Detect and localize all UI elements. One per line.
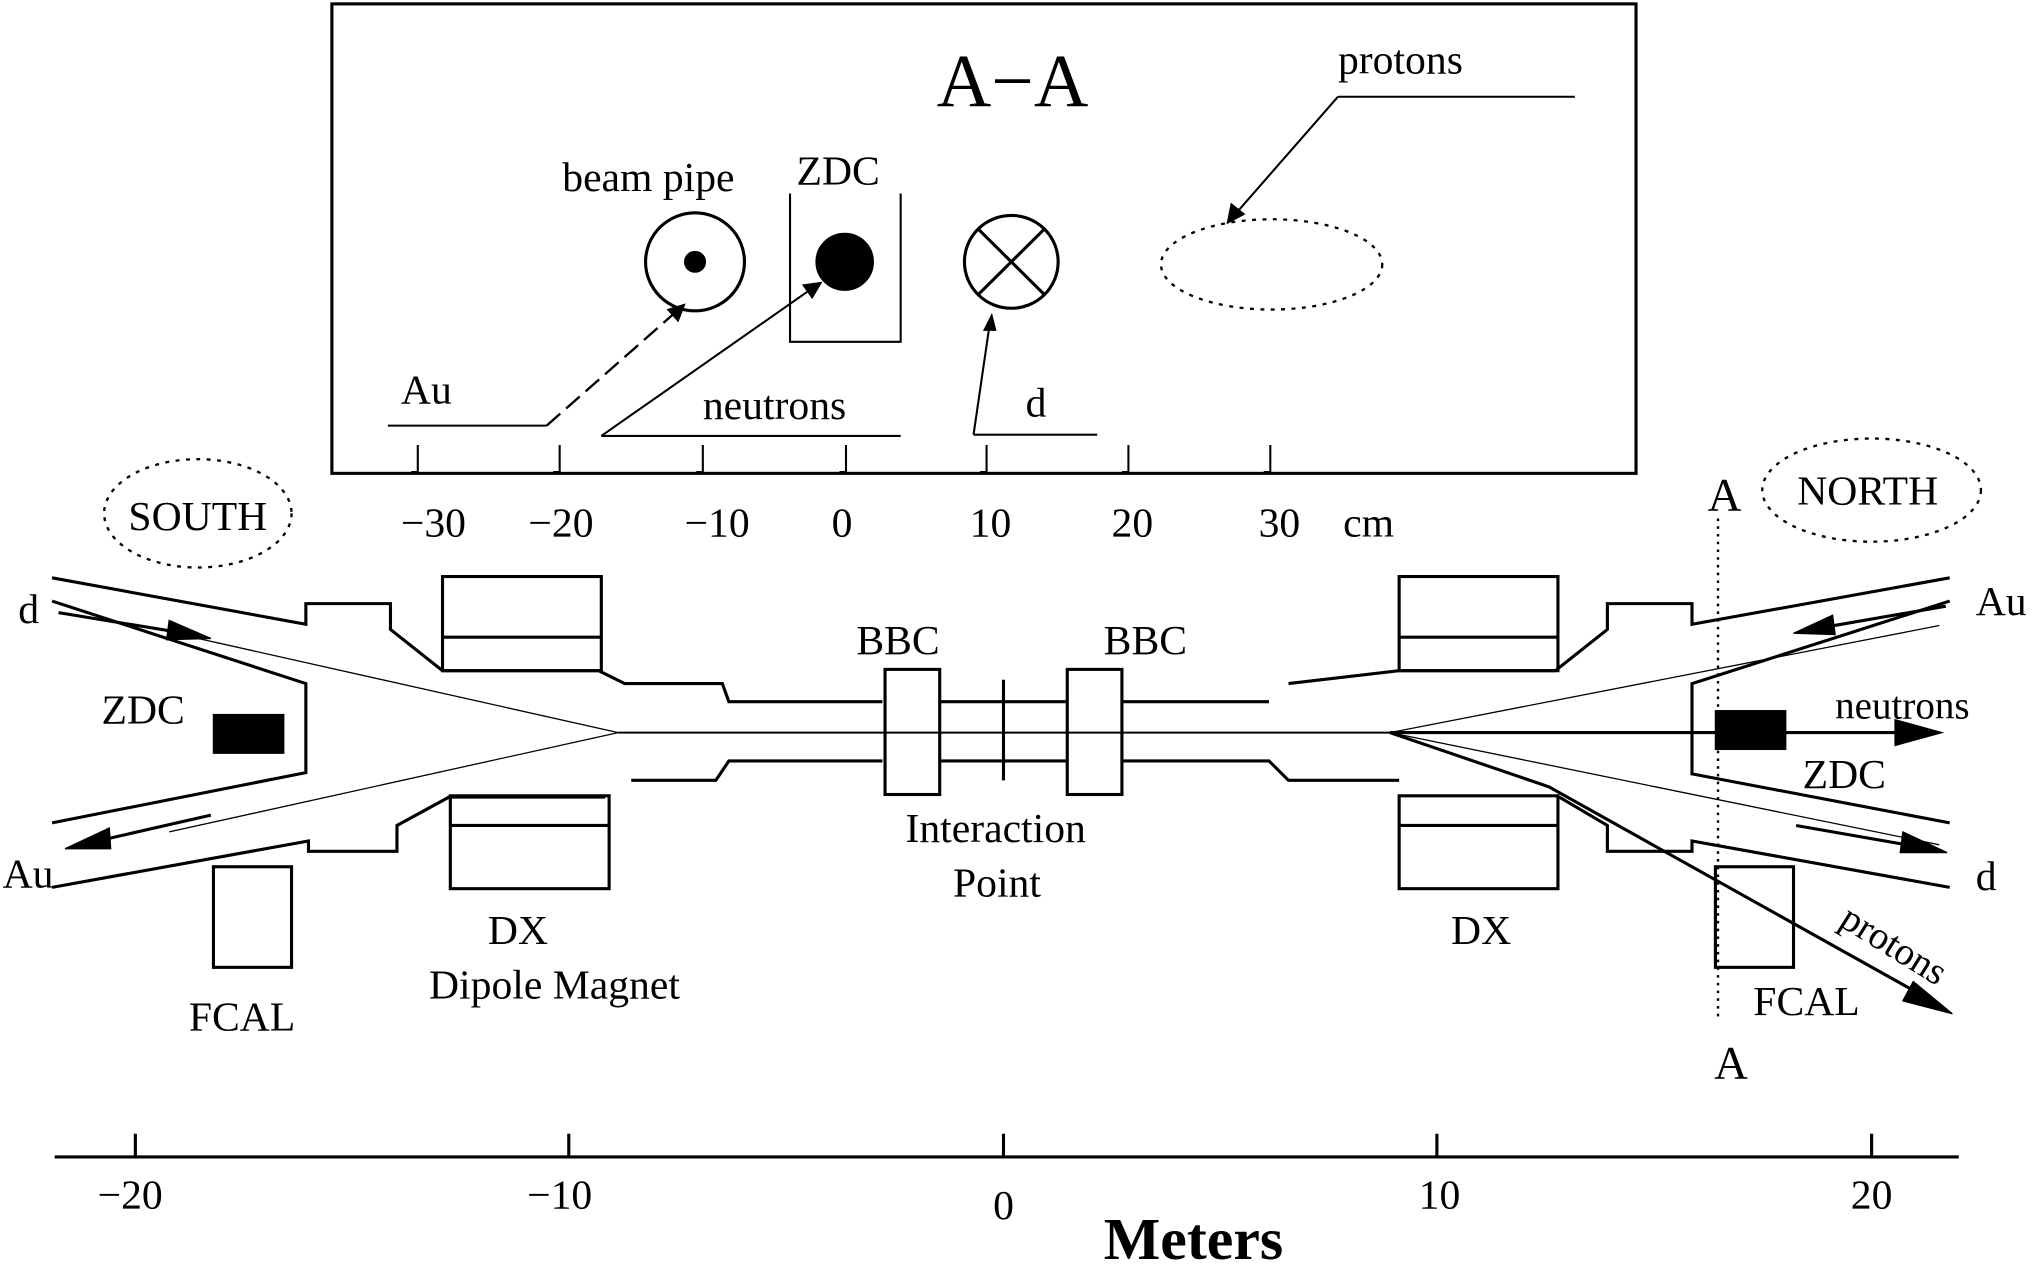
meters-tick-label: 20: [1851, 1172, 1893, 1218]
protons-spot: [1159, 218, 1384, 311]
north-pipe-bottom-left: [1121, 759, 1400, 782]
north-protons-arrow-line: [1389, 731, 1938, 1005]
north-region-ellipse: [1761, 437, 1983, 543]
inset-au-label: Au: [401, 367, 452, 413]
north-au-arrow-head: [1793, 614, 1836, 636]
neutrons-arrow-head: [801, 281, 823, 300]
south-dx-label: DX: [488, 907, 548, 953]
inset-tick-label: −10: [685, 500, 750, 546]
neutrons-arrow-line: [600, 289, 811, 437]
d-arrow-line: [972, 327, 991, 435]
north-upper-inner-wall: [1690, 599, 1951, 825]
inset-tick-label: 30: [1259, 500, 1301, 546]
neutron-spot: [815, 232, 874, 291]
south-dx-lower-box: [448, 794, 611, 891]
beam-pipe-label: beam pipe: [562, 154, 734, 200]
inset-tick-mark: [411, 444, 419, 474]
north-upper-outer-wall: [1288, 576, 1950, 686]
inset-neutrons-label: neutrons: [703, 382, 846, 428]
meters-axis: −20 −10 0 10 20 Meters: [54, 1133, 1959, 1264]
dipole-magnet-label: Dipole Magnet: [429, 961, 680, 1007]
north-fcal-box: [1713, 865, 1796, 969]
south-au-beam-label: Au: [3, 851, 54, 897]
north-dx-lower-box: [1397, 794, 1560, 891]
north-d-arrow-head: [1899, 830, 1948, 854]
south-zdc-label: ZDC: [102, 687, 185, 733]
south-d-trajectory: [169, 631, 619, 734]
north-dx-upper-box: [1397, 574, 1560, 673]
north-neutrons-label: neutrons: [1835, 685, 1969, 728]
inset-title: A−A: [937, 40, 1089, 123]
inset-frame: [330, 2, 1638, 475]
inset-tick-mark: [980, 444, 988, 474]
interaction-label-line2: Point: [953, 860, 1041, 906]
inset-tick-mark: [696, 444, 704, 474]
beam-pipe-dot: [683, 250, 707, 273]
north-zdc-label: ZDC: [1803, 751, 1886, 797]
south-lower-inner-wall: [631, 759, 883, 782]
inset-tick-mark: [1121, 444, 1130, 474]
inset-tick-mark: [839, 444, 848, 474]
north-fcal-label: FCAL: [1753, 978, 1859, 1024]
cross-section-inset: A−A protons beam pipe ZDC Au neutrons d: [330, 2, 1638, 546]
inset-cm-scale: −30 −20 −10 0 10 20 30 cm: [401, 444, 1394, 546]
south-region-label: SOUTH: [128, 493, 267, 539]
north-lower-outer-wall: [1558, 795, 1950, 889]
beam-pipe-circle: [644, 211, 747, 313]
inset-protons-label: protons: [1338, 37, 1463, 83]
au-arrow-head: [666, 303, 686, 323]
north-zdc-block: [1714, 710, 1787, 751]
deuteron-crossed-circle: [962, 213, 1060, 310]
north-neutrons-arrow-head: [1894, 718, 1945, 747]
south-fcal-box: [211, 865, 294, 969]
interaction-label-line1: Interaction: [905, 805, 1086, 851]
meters-axis-title: Meters: [1104, 1206, 1283, 1264]
south-zdc-block: [212, 713, 285, 754]
meters-tick-label: −20: [98, 1172, 163, 1218]
bbc-south-label: BBC: [856, 617, 939, 663]
inset-zdc-box: [788, 193, 902, 343]
north-protons-arrow-head: [1901, 980, 1953, 1015]
north-au-beam-label: Au: [1976, 578, 2027, 624]
section-marker-bottom: A: [1714, 1037, 1748, 1089]
bbc-north-label: BBC: [1104, 617, 1187, 663]
inset-zdc-label: ZDC: [797, 148, 880, 194]
south-lower-outer-wall: [51, 795, 606, 889]
cross-line-2: [977, 228, 1045, 296]
south-au-trajectory: [169, 731, 619, 833]
inset-tick-mark: [553, 444, 561, 474]
north-au-trajectory: [1389, 624, 1940, 734]
interaction-region: [882, 667, 1126, 797]
meters-tick-label: −10: [527, 1172, 592, 1218]
meters-tick-label: 10: [1419, 1172, 1461, 1218]
south-upper-inner-wall: [51, 599, 308, 825]
north-d-trajectory: [1389, 731, 1940, 846]
inset-unit-label: cm: [1343, 500, 1394, 546]
south-fcal-label: FCAL: [189, 994, 295, 1040]
south-au-arrow-head: [64, 827, 112, 850]
inset-tick-mark: [1263, 444, 1272, 474]
inset-tick-label: 0: [832, 500, 853, 546]
d-arrow-head: [982, 312, 997, 331]
north-d-beam-label: d: [1976, 853, 1997, 899]
inset-d-label: d: [1026, 380, 1047, 426]
south-dx-upper-box: [440, 574, 603, 673]
inset-tick-label: −30: [401, 500, 466, 546]
north-region-label: NORTH: [1797, 467, 1938, 513]
inset-tick-label: 20: [1112, 500, 1154, 546]
protons-arrow-line: [1235, 96, 1339, 214]
protons-arrow-head: [1226, 202, 1246, 225]
section-marker-top: A: [1708, 470, 1742, 522]
north-dx-label: DX: [1451, 907, 1511, 953]
inset-tick-label: 10: [970, 500, 1012, 546]
south-d-beam-label: d: [18, 586, 39, 632]
meters-tick-label: 0: [993, 1182, 1014, 1228]
inset-tick-label: −20: [528, 500, 593, 546]
north-beamline: [1121, 574, 1953, 1015]
south-d-arrow-head: [165, 619, 212, 641]
south-beamline: [51, 574, 883, 969]
au-arrow-line: [545, 312, 675, 427]
